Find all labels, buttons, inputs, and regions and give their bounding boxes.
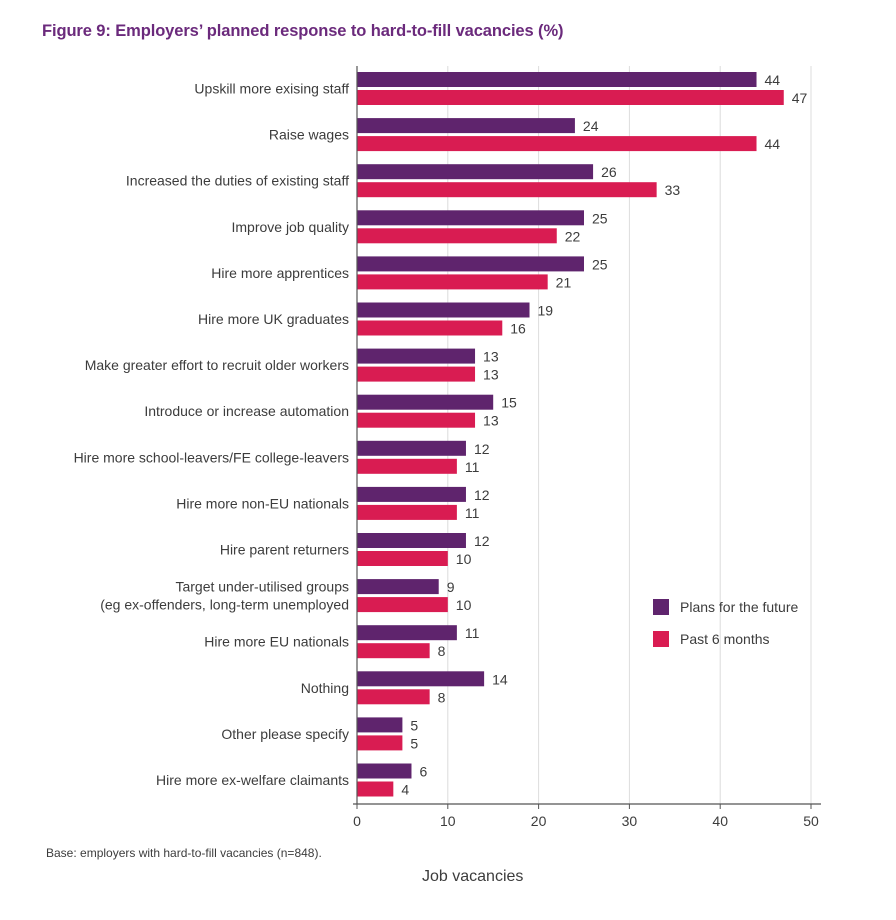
bar-past-6-months	[357, 90, 784, 105]
legend-label: Past 6 months	[680, 631, 770, 647]
bar-plans-future	[357, 118, 575, 134]
x-tick-label: 30	[622, 813, 638, 829]
value-label: 47	[792, 90, 808, 106]
value-label: 13	[483, 367, 499, 383]
category-label: Raise wages	[269, 127, 349, 143]
bar-past-6-months	[357, 504, 457, 520]
value-label: 22	[565, 228, 581, 244]
value-label: 10	[456, 597, 472, 613]
chart-title: Figure 9: Employers’ planned response to…	[42, 22, 564, 40]
bar-past-6-months	[357, 274, 548, 290]
bar-past-6-months	[357, 643, 430, 659]
value-label: 21	[556, 274, 572, 290]
bar-past-6-months	[357, 182, 657, 198]
value-label: 9	[447, 579, 455, 595]
category-label: (eg ex-offenders, long-term unemployed	[100, 597, 349, 613]
bar-past-6-months	[357, 735, 403, 751]
value-label: 19	[538, 303, 554, 319]
bars: 4447244426332522252119161313151312111211…	[357, 72, 808, 798]
bar-plans-future	[357, 625, 457, 641]
value-label: 44	[765, 72, 781, 88]
category-label: Target under-utilised groups	[175, 579, 349, 595]
bar-plans-future	[357, 486, 466, 502]
bar-past-6-months	[357, 689, 430, 705]
category-label: Nothing	[301, 680, 349, 696]
category-label: Hire more non-EU nationals	[176, 495, 349, 511]
value-label: 44	[765, 136, 781, 152]
category-label: Hire more school-leavers/FE college-leav…	[74, 449, 349, 465]
category-label: Hire parent returners	[220, 542, 349, 558]
bar-past-6-months	[357, 228, 557, 244]
value-label: 4	[401, 782, 409, 798]
category-label: Hire more apprentices	[211, 265, 349, 281]
value-label: 12	[474, 441, 490, 457]
bar-past-6-months	[357, 597, 448, 613]
value-label: 6	[419, 764, 427, 780]
value-label: 25	[592, 210, 608, 226]
category-label: Hire more UK graduates	[198, 311, 349, 327]
category-label: Hire more ex-welfare claimants	[156, 772, 349, 788]
bar-plans-future	[357, 394, 494, 410]
category-label: Make greater effort to recruit older wor…	[85, 357, 349, 373]
legend-swatch-plans-future	[653, 599, 669, 615]
category-label: Increased the duties of existing staff	[126, 173, 349, 189]
bar-past-6-months	[357, 412, 476, 428]
value-label: 26	[601, 164, 617, 180]
value-label: 25	[592, 256, 608, 272]
value-label: 16	[510, 321, 526, 337]
legend: Plans for the future Past 6 months	[653, 599, 799, 647]
x-tick-label: 40	[712, 813, 728, 829]
bar-plans-future	[357, 302, 530, 318]
bar-plans-future	[357, 210, 584, 226]
bar-plans-future	[357, 164, 594, 180]
base-note: Base: employers with hard-to-fill vacanc…	[46, 846, 322, 860]
value-label: 11	[465, 459, 480, 475]
bar-past-6-months	[357, 320, 503, 336]
bar-plans-future	[357, 72, 757, 87]
bar-plans-future	[357, 348, 476, 364]
bar-past-6-months	[357, 781, 394, 797]
value-label: 13	[483, 349, 499, 365]
category-label: Hire more EU nationals	[204, 634, 349, 650]
value-label: 5	[410, 735, 418, 751]
value-label: 14	[492, 671, 508, 687]
value-label: 8	[438, 643, 446, 659]
legend-label: Plans for the future	[680, 599, 799, 615]
bar-past-6-months	[357, 551, 448, 566]
legend-swatch-past-6-months	[653, 631, 669, 647]
category-label: Other please specify	[221, 726, 349, 742]
value-label: 33	[665, 182, 681, 198]
bar-plans-future	[357, 256, 584, 272]
value-label: 5	[410, 717, 418, 733]
x-tick-label: 0	[353, 813, 361, 829]
x-tick-label: 20	[531, 813, 547, 829]
bar-plans-future	[357, 579, 439, 595]
bar-plans-future	[357, 533, 466, 548]
x-tick-label: 10	[440, 813, 456, 829]
value-label: 11	[465, 505, 480, 521]
category-labels: Upskill more exising staff Raise wages Inc…	[74, 81, 350, 789]
bar-past-6-months	[357, 136, 757, 152]
category-label: Upskill more exising staff	[194, 81, 349, 97]
bar-past-6-months	[357, 366, 476, 382]
bar-plans-future	[357, 440, 466, 456]
axes: 0 10 20 30 40 50	[353, 66, 821, 829]
value-label: 13	[483, 413, 499, 429]
value-label: 15	[501, 395, 517, 411]
bar-plans-future	[357, 763, 412, 779]
value-label: 8	[438, 689, 446, 705]
bar-plans-future	[357, 717, 403, 733]
category-label: Introduce or increase automation	[144, 403, 349, 419]
value-label: 11	[465, 625, 480, 641]
bar-past-6-months	[357, 458, 457, 474]
bar-plans-future	[357, 671, 485, 687]
value-label: 12	[474, 533, 490, 549]
value-label: 24	[583, 118, 599, 134]
category-label: Improve job quality	[231, 219, 349, 235]
x-axis-label: Job vacancies	[422, 868, 524, 885]
value-label: 12	[474, 487, 490, 503]
x-tick-label: 50	[803, 813, 819, 829]
value-label: 10	[456, 551, 472, 567]
